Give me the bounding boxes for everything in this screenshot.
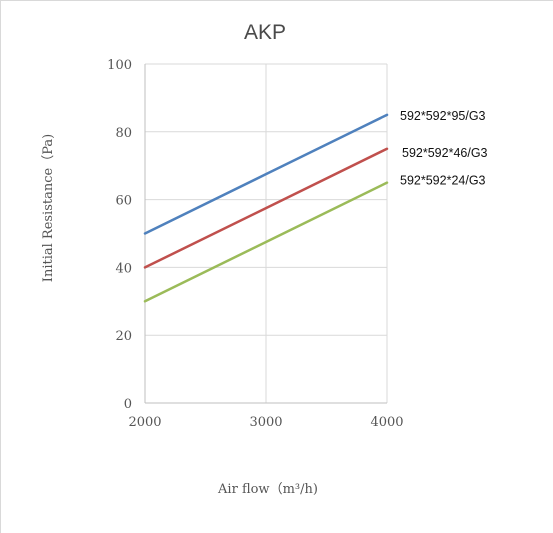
x-tick-label: 4000	[370, 415, 403, 430]
y-tick-label: 60	[115, 194, 132, 209]
y-tick-label: 40	[115, 261, 132, 276]
y-tick-label: 80	[115, 126, 132, 141]
series-lines	[143, 113, 389, 303]
gridlines	[145, 63, 388, 403]
series-label: 592*592*46/G3	[402, 146, 488, 160]
x-tick-labels: 2000 3000 4000	[128, 415, 403, 430]
series-label: 592*592*95/G3	[400, 109, 486, 123]
series-line	[143, 181, 389, 303]
y-tick-label: 20	[115, 329, 132, 344]
x-tick-label: 3000	[249, 415, 282, 430]
y-axis-label: Initial Resistance（Pa)	[41, 134, 56, 282]
x-tick-label: 2000	[128, 415, 161, 430]
chart-title: AKP	[244, 21, 286, 44]
y-tick-label: 0	[124, 397, 132, 412]
series-line	[143, 147, 389, 269]
series-label: 592*592*24/G3	[400, 174, 486, 188]
series-line	[143, 113, 389, 235]
y-tick-label: 100	[107, 58, 132, 73]
series-labels: 592*592*95/G3 592*592*46/G3 592*592*24/G3	[400, 109, 488, 188]
x-axis-label: Air flow（m³/h)	[217, 482, 318, 497]
y-tick-labels: 0 20 40 60 80 100	[107, 58, 132, 412]
